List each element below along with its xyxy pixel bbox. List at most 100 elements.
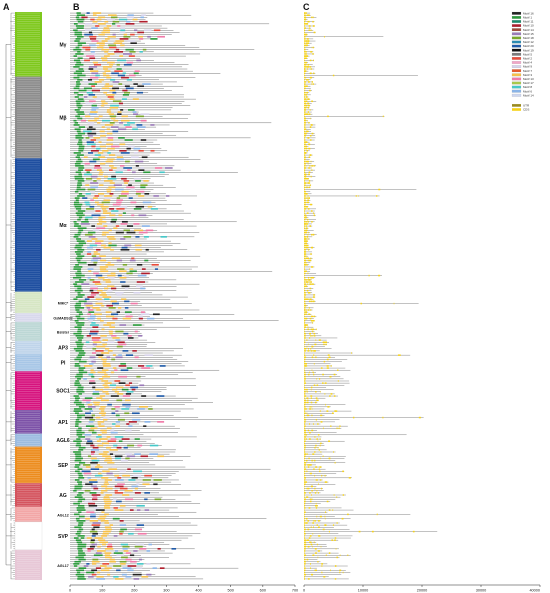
motif-block	[102, 279, 111, 281]
motif-block	[147, 35, 151, 38]
gene-cds	[304, 436, 306, 438]
motif-block	[110, 431, 118, 434]
gene-cds	[305, 434, 307, 436]
motif-block	[78, 476, 85, 479]
clade-label: Mα	[59, 223, 67, 229]
gene-cds	[311, 408, 313, 410]
motif-block	[93, 261, 98, 264]
motif-block	[75, 272, 82, 275]
motif-block	[118, 214, 123, 217]
gene-cds	[328, 440, 331, 442]
motif-block	[104, 50, 109, 53]
motif-block	[76, 18, 85, 21]
motif-block	[133, 208, 142, 210]
motif-block	[89, 244, 98, 247]
gene-cds	[304, 285, 306, 288]
gene-cds	[304, 539, 307, 541]
motif-block	[78, 492, 84, 494]
motif-block	[100, 429, 107, 432]
motif-block	[120, 152, 130, 154]
motif-block	[73, 87, 80, 90]
gene-cds	[304, 59, 305, 62]
gene-cds	[305, 147, 308, 150]
gene-cds	[305, 61, 308, 64]
motif-block	[148, 408, 153, 410]
motif-block	[78, 229, 84, 232]
motif-block	[97, 300, 105, 303]
gene-cds	[330, 425, 332, 427]
gene-cds	[306, 40, 309, 42]
motif-block	[119, 205, 128, 208]
motif-block	[109, 384, 117, 387]
motif-block	[91, 85, 96, 88]
gene-cds	[308, 122, 310, 124]
motif-block	[99, 266, 109, 268]
motif-block	[88, 66, 98, 68]
gene-cds	[304, 399, 307, 402]
motif-block	[104, 195, 113, 197]
gene-cds	[304, 119, 306, 122]
gene-cds	[314, 505, 317, 507]
motif-block	[87, 440, 93, 443]
motif-block	[85, 184, 90, 187]
motif-block	[138, 169, 145, 171]
gene-cds	[307, 272, 309, 275]
motif-block	[77, 416, 82, 419]
gene-cds	[319, 438, 321, 440]
gene-cds	[326, 410, 329, 412]
gene-cds	[308, 438, 311, 440]
motif-block	[139, 547, 147, 550]
gene-cds	[304, 63, 307, 66]
motif-block	[123, 33, 128, 36]
motif-block	[132, 324, 142, 326]
gene-cds	[305, 12, 307, 14]
motif-block	[74, 121, 79, 124]
gene-cds	[304, 369, 305, 371]
motif-block	[84, 433, 92, 436]
motif-block	[102, 343, 108, 346]
gene-cds	[306, 227, 308, 229]
motif-block	[73, 29, 78, 32]
gene-cds	[304, 83, 306, 85]
motif-block	[117, 476, 122, 479]
motif-block	[84, 173, 92, 176]
gene-cds	[382, 115, 384, 118]
gene-cds	[308, 507, 311, 509]
motif-block	[119, 31, 126, 34]
motif-block	[87, 547, 94, 550]
motif-block	[129, 268, 134, 270]
motif-block	[139, 38, 144, 40]
motif-block	[111, 126, 119, 128]
gene-cds	[305, 199, 306, 202]
gene-cds	[306, 324, 308, 326]
motif-block	[74, 162, 81, 165]
gene-cds	[310, 72, 312, 75]
motif-block	[89, 285, 98, 288]
motif-block	[74, 425, 79, 427]
motif-block	[96, 575, 104, 578]
motif-block	[86, 307, 91, 309]
motif-block	[112, 81, 120, 83]
motif-block	[116, 158, 124, 161]
gene-cds	[328, 509, 331, 511]
legend-swatch	[511, 89, 522, 93]
motif-block	[108, 113, 114, 116]
motif-block	[125, 429, 132, 432]
motif-block	[122, 94, 129, 96]
gene-cds	[307, 79, 309, 81]
motif-block	[104, 85, 113, 88]
motif-block	[75, 165, 84, 167]
gene-cds	[306, 246, 309, 249]
motif-block	[148, 543, 152, 546]
motif-block	[133, 177, 142, 180]
gene-cds	[304, 397, 305, 399]
gene-cds	[304, 264, 307, 266]
gene-cds	[313, 25, 315, 27]
gene-cds	[308, 197, 310, 199]
gene-cds	[304, 530, 306, 533]
gene-cds	[313, 214, 316, 217]
motif-block	[98, 276, 105, 279]
motif-block	[88, 100, 96, 103]
motif-block	[74, 31, 82, 34]
